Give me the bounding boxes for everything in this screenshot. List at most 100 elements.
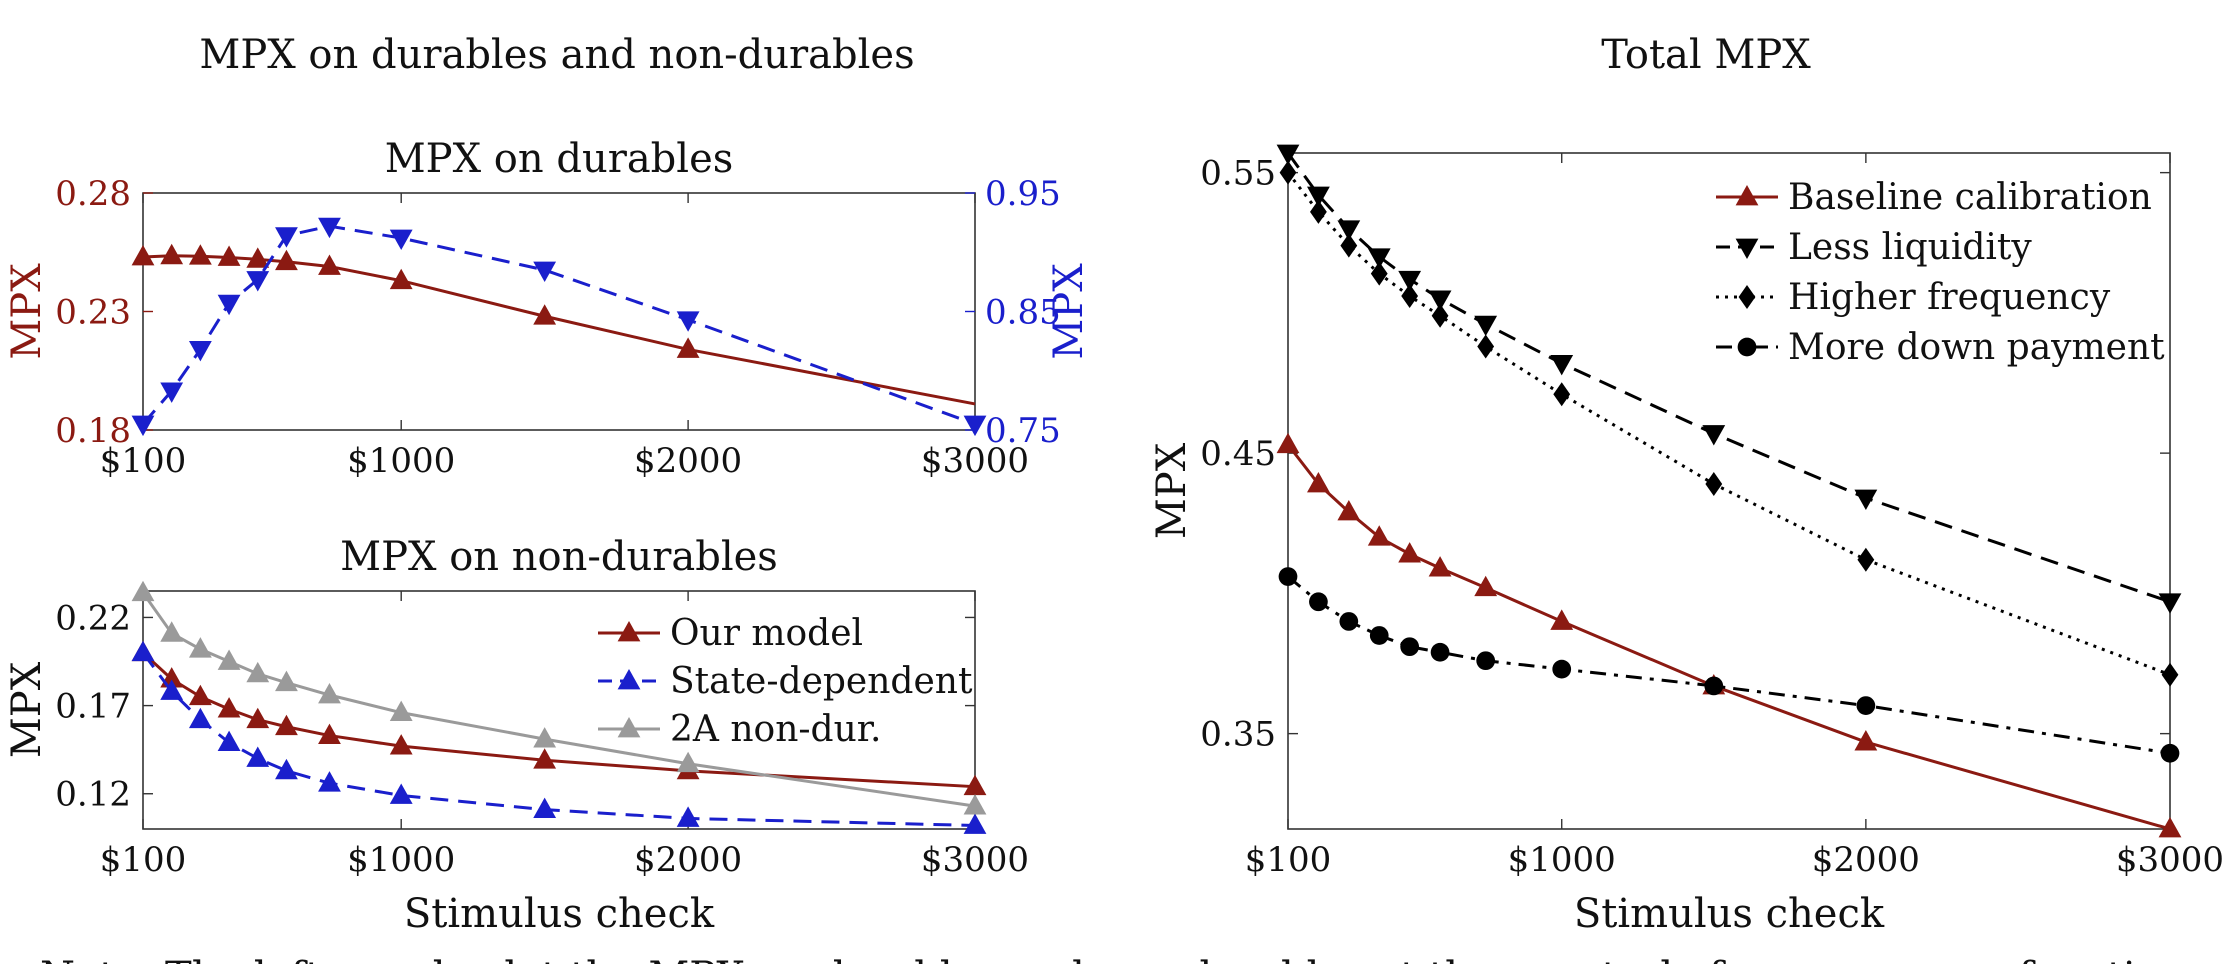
- x-tick-label: $2000: [634, 840, 742, 880]
- y-tick-label: 0.35: [1200, 715, 1276, 755]
- data-point: [1367, 525, 1391, 546]
- series-more-down-payment: [1278, 567, 2180, 763]
- subplot-title: MPX on durables: [385, 136, 734, 182]
- y-right-tick-label: 0.85: [985, 293, 1061, 333]
- data-point: [389, 700, 413, 722]
- legend-marker: [1735, 238, 1759, 259]
- data-point: [1279, 160, 1297, 185]
- data-point: [1550, 609, 1574, 630]
- data-point: [533, 304, 557, 325]
- y-tick-label: 0.23: [55, 293, 131, 333]
- x-tick-label: $3000: [921, 441, 1029, 481]
- legend-label: 2A non-dur.: [670, 709, 881, 750]
- data-point: [1370, 261, 1388, 286]
- data-point: [1310, 199, 1327, 224]
- data-point: [275, 758, 298, 780]
- data-point: [160, 621, 184, 642]
- total-panel: $100 $1000 $2000 $3000 0.35 0.45 0.55 MPX Stimul…: [1149, 144, 2224, 937]
- legend: Baseline calibration Less liquidity Higher…: [1716, 177, 2165, 368]
- data-point: [1476, 651, 1496, 671]
- legend-marker: [1738, 285, 1756, 309]
- data-point: [1400, 637, 1420, 657]
- data-point: [389, 268, 413, 290]
- subplot-title: MPX on non-durables: [340, 534, 778, 580]
- legend-marker: [1737, 337, 1757, 357]
- series-line: [1287, 575, 2171, 755]
- data-point: [1337, 500, 1361, 521]
- data-point: [188, 684, 212, 706]
- data-point: [533, 748, 557, 769]
- data-point: [1474, 315, 1498, 337]
- x-tick-label: $100: [1245, 840, 1332, 880]
- legend-marker: [617, 717, 641, 738]
- x-tick-label: $2000: [1812, 840, 1920, 880]
- data-point: [188, 244, 212, 265]
- y-tick-label: 0.18: [55, 411, 131, 451]
- legend-label: Our model: [670, 613, 863, 654]
- data-point: [318, 771, 341, 792]
- series-state-dependent: [131, 640, 987, 834]
- data-point: [676, 751, 700, 773]
- data-point: [1474, 575, 1498, 597]
- data-point: [1552, 659, 1572, 679]
- x-tick-label: $100: [100, 840, 187, 880]
- x-axis-label: Stimulus check: [404, 891, 715, 937]
- data-point: [2161, 662, 2179, 687]
- data-point: [131, 244, 155, 266]
- x-tick-label: $1000: [347, 441, 455, 481]
- x-tick-label: $3000: [921, 840, 1029, 880]
- data-point: [963, 794, 987, 815]
- data-point: [1276, 144, 1300, 165]
- x-tick-label: $3000: [2116, 840, 2224, 880]
- data-point: [1431, 303, 1449, 328]
- data-point: [217, 245, 241, 266]
- durables-panel: MPX on durables $100 $1000 $2000 $3000 0.18 0.…: [4, 136, 1092, 481]
- series-durables-0: [131, 243, 976, 406]
- plot-frame: [1287, 152, 2171, 830]
- data-point: [676, 337, 700, 358]
- data-point: [1307, 471, 1330, 493]
- data-point: [318, 723, 341, 744]
- data-point: [533, 727, 557, 748]
- data-point: [275, 714, 298, 736]
- legend-marker: [617, 621, 641, 642]
- series-durables-1: [131, 217, 987, 437]
- legend-label: More down payment: [1788, 327, 2165, 368]
- data-point: [1702, 425, 1726, 446]
- data-point: [160, 382, 184, 403]
- data-point: [389, 783, 413, 804]
- data-point: [1553, 382, 1571, 407]
- series-line: [142, 254, 976, 406]
- data-point: [217, 730, 241, 752]
- left-group-title: MPX on durables and non-durables: [199, 32, 914, 78]
- data-point: [318, 217, 341, 239]
- plot-frame: [142, 192, 976, 431]
- data-point: [676, 806, 700, 827]
- data-point: [246, 247, 270, 268]
- data-point: [1854, 489, 1878, 511]
- data-point: [217, 294, 241, 316]
- series-higher-frequency: [1279, 160, 2179, 687]
- data-point: [1705, 471, 1723, 496]
- note-text: Note: The left panels plot the MPX on du…: [40, 954, 2186, 964]
- data-point: [318, 683, 341, 704]
- y-tick-label: 0.17: [55, 687, 131, 727]
- y-axis-label: MPX: [4, 263, 50, 360]
- data-point: [1854, 730, 1878, 751]
- data-point: [318, 254, 341, 275]
- y-tick-label: 0.12: [55, 775, 131, 815]
- data-point: [676, 311, 700, 332]
- data-point: [1340, 233, 1358, 258]
- legend-label: State-dependent: [670, 661, 973, 702]
- x-tick-label: $2000: [634, 441, 742, 481]
- data-point: [1276, 432, 1300, 454]
- data-point: [188, 637, 212, 658]
- legend-label: Less liquidity: [1788, 227, 2032, 268]
- data-point: [963, 774, 987, 796]
- data-point: [533, 261, 557, 283]
- y-right-tick-label: 0.95: [985, 174, 1061, 214]
- x-tick-label: $1000: [1508, 840, 1616, 880]
- data-point: [246, 271, 270, 292]
- data-point: [1477, 334, 1495, 359]
- data-point: [1367, 248, 1391, 269]
